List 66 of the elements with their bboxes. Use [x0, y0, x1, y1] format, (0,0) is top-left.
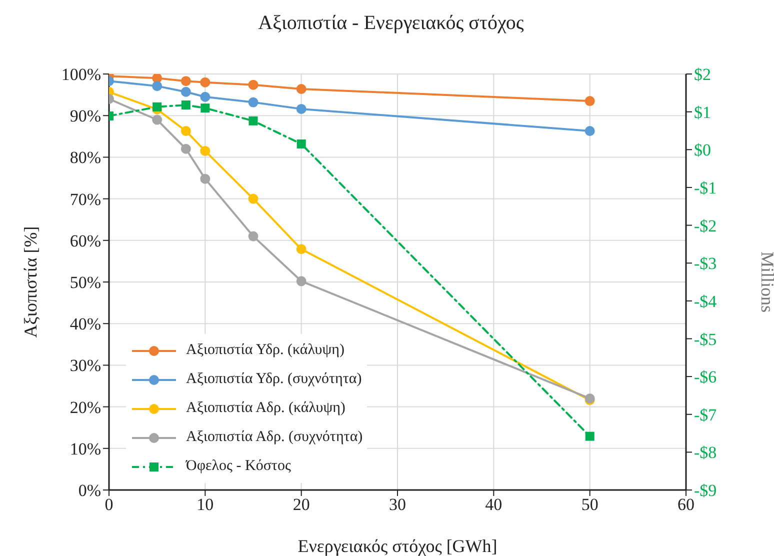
legend-label: Αξιοπιστία Αδρ. (κάλυψη) [186, 400, 346, 417]
point [181, 100, 190, 110]
y2-axis-title: Millions [758, 251, 774, 313]
point [200, 146, 210, 156]
y-tick-label: 40% [70, 314, 101, 334]
y-tick-label: 20% [70, 398, 101, 417]
legend-label: Αξιοπιστία Υδρ. (κάλυψη) [186, 342, 344, 359]
point [584, 96, 595, 106]
legend-label: Αξιοπιστία Αδρ. (συχνότητα) [186, 429, 363, 446]
point [296, 276, 306, 286]
x-tick-label: 30 [389, 495, 406, 514]
point [296, 84, 306, 94]
point [152, 114, 162, 125]
point [152, 102, 162, 112]
y-axis-title: Αξιοπιστία [%] [20, 226, 40, 338]
y-tick-label: 80% [70, 148, 101, 168]
point [200, 92, 210, 102]
y-tick-label: 30% [70, 356, 101, 376]
x-tick-label: 60 [678, 495, 694, 514]
point [248, 97, 258, 108]
legend-label: Αξιοπιστία Υδρ. (συχνότητα) [186, 371, 362, 388]
point [296, 244, 306, 254]
x-tick-label: 0 [104, 495, 114, 514]
y-tick-label: 10% [70, 439, 101, 458]
chart-title: Αξιοπιστία - Ενεργειακός στόχος [257, 12, 525, 35]
y2-tick-label: -$6 [694, 368, 717, 387]
point [200, 77, 210, 88]
y-tick-label: 60% [70, 231, 101, 250]
y2-tick-label: -$3 [694, 254, 717, 274]
y2-tick-label: -$2 [694, 216, 717, 236]
point [584, 126, 595, 136]
y2-tick-label: $0 [694, 140, 711, 160]
y-tick-label: 70% [70, 190, 101, 209]
y2-tick-label: -$9 [694, 481, 717, 500]
point [180, 126, 191, 136]
y2-tick-label: -$4 [694, 292, 718, 311]
point [180, 86, 191, 97]
point [248, 231, 258, 242]
x-axis-title: Ενεργειακός στόχος [GWh] [298, 536, 498, 556]
x-tick-label: 40 [485, 495, 502, 514]
point [180, 76, 191, 86]
point [180, 144, 191, 154]
y2-tick-label: -$5 [694, 330, 717, 349]
y2-tick-label: -$8 [694, 443, 717, 462]
point [248, 116, 258, 126]
point [200, 104, 210, 113]
x-tick-label: 20 [292, 495, 310, 514]
y-tick-label: 90% [70, 106, 101, 126]
y2-tick-label: -$1 [694, 178, 717, 198]
x-tick-label: 10 [196, 495, 214, 514]
point [200, 174, 210, 184]
y2-tick-label: $1 [694, 102, 711, 122]
point [248, 194, 258, 204]
point [296, 139, 306, 148]
y-tick-label: 50% [70, 273, 101, 292]
y-tick-label: 0% [78, 481, 101, 500]
point [296, 104, 306, 114]
point [248, 80, 258, 90]
point [585, 432, 594, 441]
point [152, 81, 162, 92]
y2-tick-label: -$7 [694, 405, 718, 424]
point [152, 74, 162, 84]
x-tick-label: 50 [581, 495, 598, 514]
y2-tick-label: $2 [694, 65, 711, 84]
y-tick-label: 100% [61, 65, 101, 84]
legend-label: Όφελος - Κόστος [186, 458, 291, 475]
